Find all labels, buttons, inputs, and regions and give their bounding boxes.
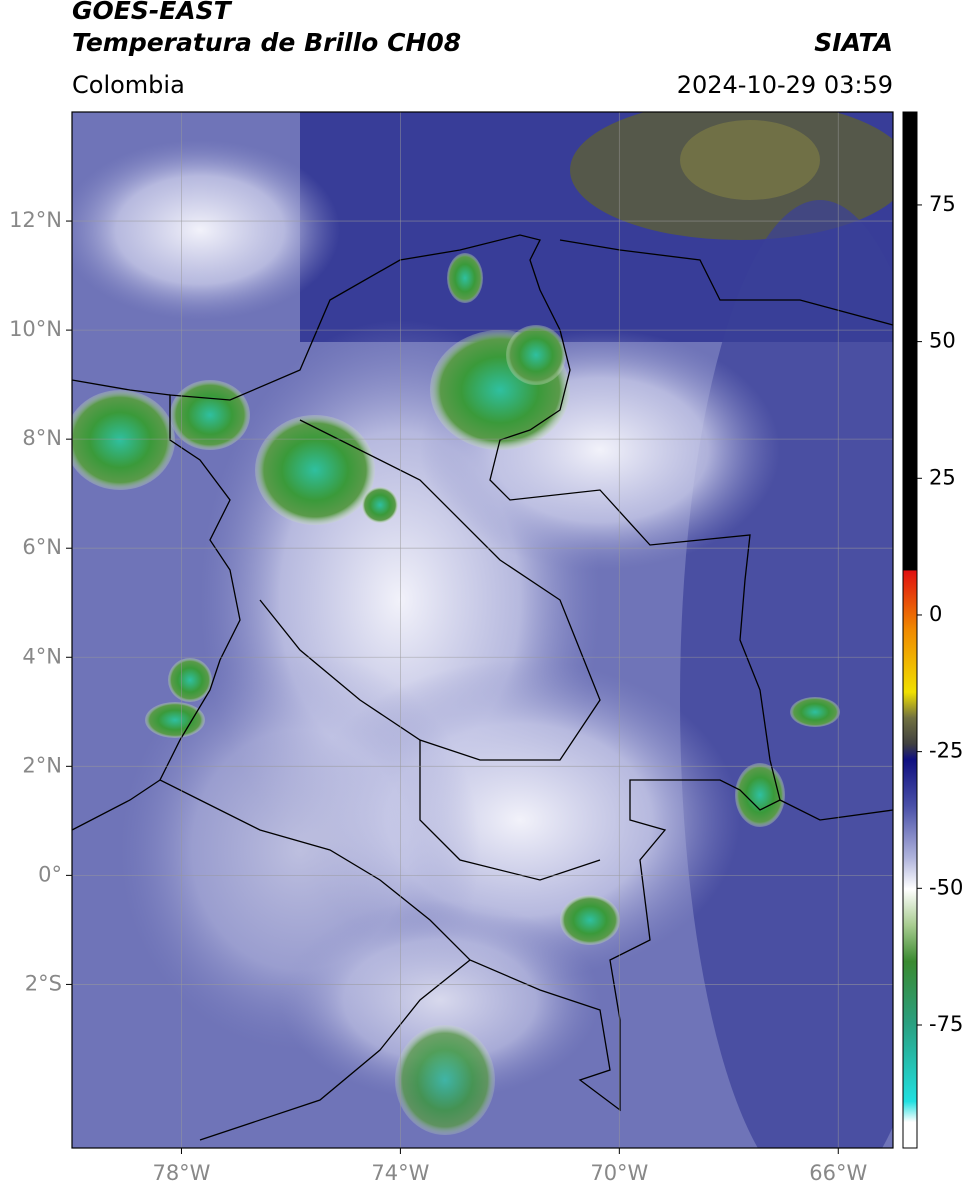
x-tick-label: 74°W [371,1161,429,1185]
source: SIATA [814,28,893,57]
subtitle: Temperatura de Brillo CH08 [72,28,461,57]
y-tick-label: 10°N [9,317,62,341]
colorbar-tick-label: -25 [929,739,963,763]
x-tick-label: 66°W [809,1161,867,1185]
colorbar [902,111,918,1149]
y-tick-label: 12°N [9,208,62,232]
colorbar-tick-label: 0 [929,602,942,626]
x-tick-label: 78°W [152,1161,210,1185]
colorbar-tick-label: 25 [929,465,956,489]
colorbar-tick-label: -75 [929,1012,963,1036]
y-tick-label: 4°N [22,644,62,668]
imagery [72,112,893,1148]
y-tick-label: 2°S [25,971,62,995]
grid [72,112,893,1148]
y-tick-label: 0° [38,862,62,886]
region: Colombia [72,71,185,99]
map-frame [71,111,894,1149]
x-tick-label: 70°W [590,1161,648,1185]
y-tick-label: 6°N [22,535,62,559]
colorbar-tick-label: 75 [929,192,956,216]
colorbar-tick-label: 50 [929,329,956,353]
title: GOES-EAST [72,0,233,25]
timestamp: 2024-10-29 03:59 [677,71,893,99]
y-tick-label: 8°N [22,426,62,450]
colorbar-tick-label: -50 [929,875,963,899]
y-tick-label: 2°N [22,753,62,777]
